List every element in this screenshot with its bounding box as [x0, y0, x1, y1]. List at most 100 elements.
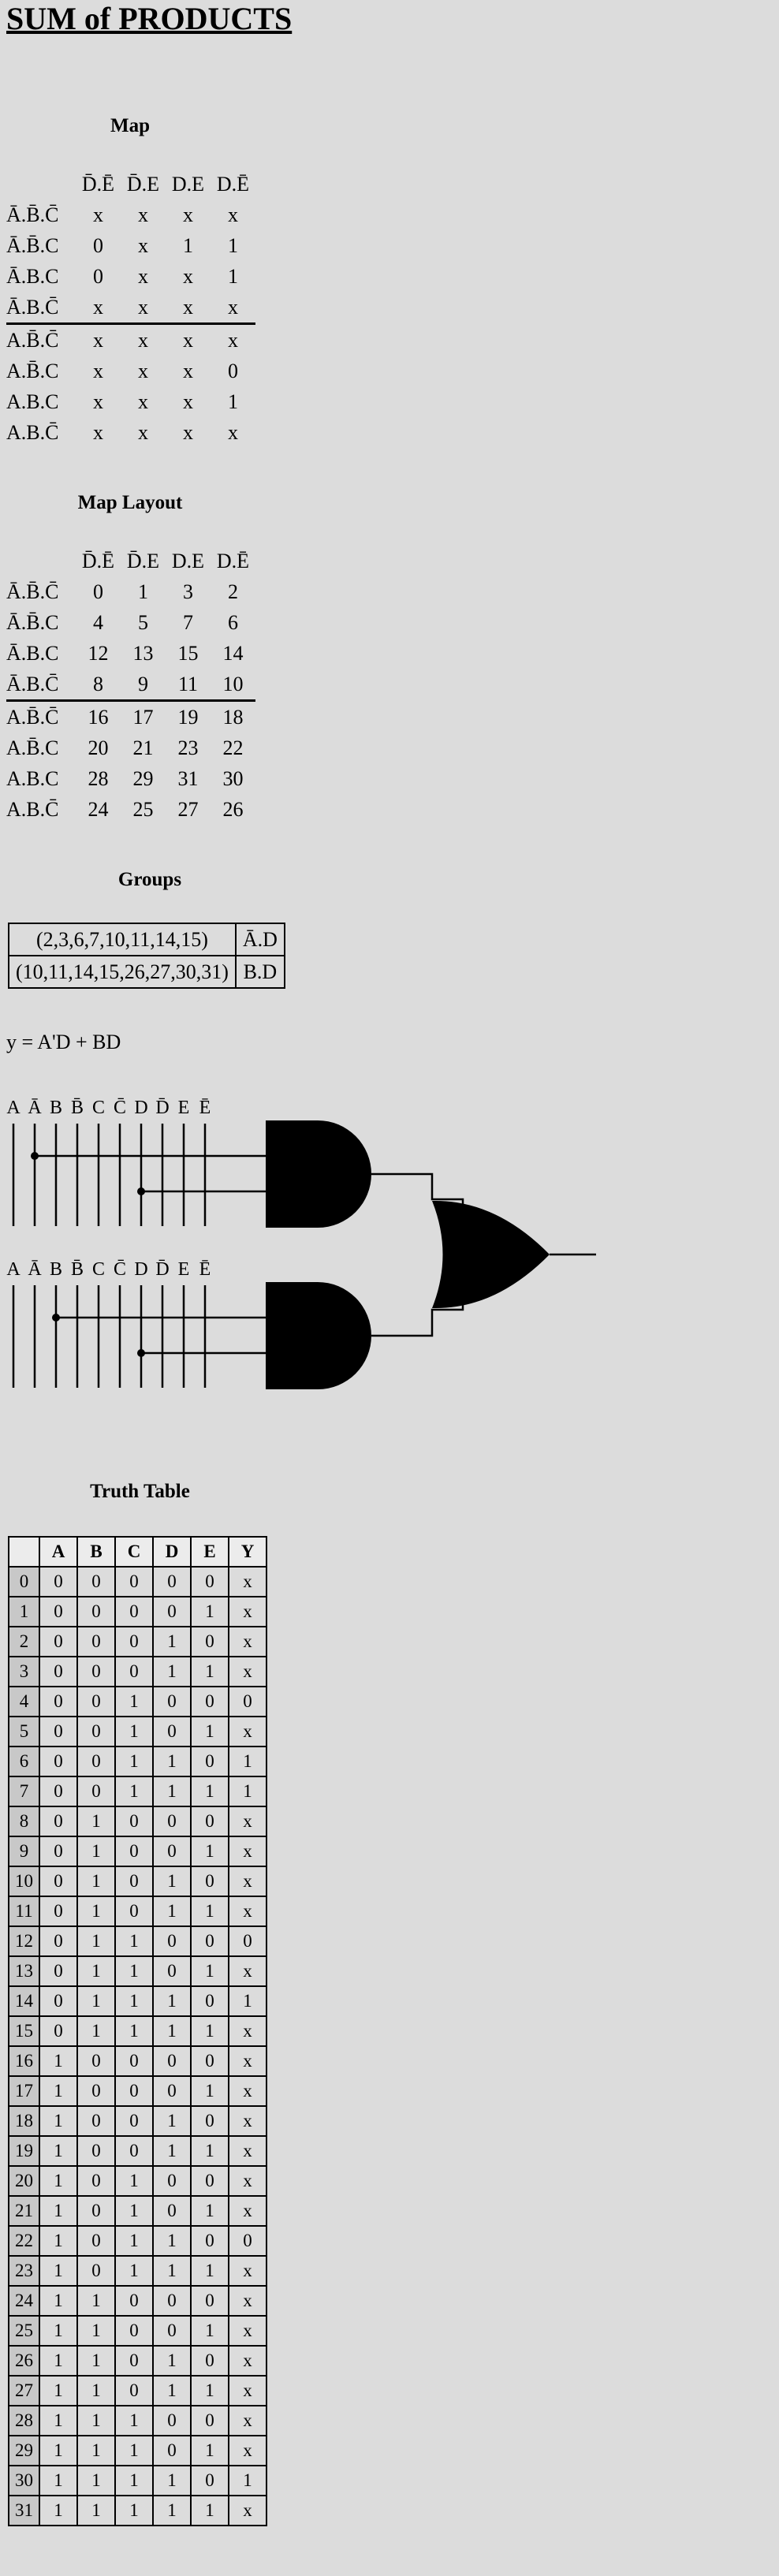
truth-table-cell: 0: [152, 2165, 192, 2197]
truth-table-cell: 1: [190, 2315, 229, 2347]
truth-table-cell: 1: [114, 1716, 154, 1747]
truth-table-cell: 0: [190, 1626, 229, 1657]
truth-table-cell: 0: [152, 2285, 192, 2317]
row-index: 25: [8, 2315, 40, 2347]
kmap-cell: 30: [222, 766, 244, 790]
kmap-cell: x: [183, 295, 193, 319]
truth-table-cell: 0: [152, 2405, 192, 2436]
truth-table-row: 29 1 1 1 0 1 x: [8, 2435, 267, 2466]
truth-table-cell: 0: [152, 1806, 192, 1837]
map-layout-table: D̄.Ē D̄.E D.E D.Ē Ā.B̄.C̄ 0 1 3 2 Ā.B̄.C 4 5 7 6 Ā.B.C…: [6, 546, 255, 825]
kmap-cell: x: [138, 295, 148, 319]
truth-table-cell: 0: [39, 1836, 78, 1867]
kmap-cell: x: [76, 322, 121, 356]
row-index: 5: [8, 1716, 40, 1747]
truth-table-row: 11 0 1 0 1 1 x: [8, 1896, 267, 1927]
truth-table-cell: x: [228, 2255, 267, 2287]
column-header: D.E: [171, 172, 205, 196]
row-header: Ā.B̄.C: [6, 233, 59, 257]
junction-dot: [52, 1314, 60, 1322]
truth-table-cell: 1: [76, 2465, 116, 2496]
input-label: Ā: [28, 1259, 42, 1280]
truth-table-cell: 0: [39, 1985, 78, 2017]
row-index: 12: [8, 1925, 40, 1957]
row-index: 26: [8, 2345, 40, 2377]
truth-table-cell: 0: [39, 1596, 78, 1627]
truth-table-cell: 1: [152, 2225, 192, 2257]
groups-title: Groups: [117, 869, 182, 890]
row-index: 22: [8, 2225, 40, 2257]
input-label: B: [50, 1259, 62, 1280]
row-index: 29: [8, 2435, 40, 2466]
truth-table-header: A: [39, 1536, 78, 1568]
row-header: A.B̄.C: [6, 736, 59, 759]
input-bus-top: A Ā B B̄ C C̄ D D̄ E Ē: [6, 1098, 266, 1226]
kmap-cell: 12: [88, 641, 109, 665]
input-label: B̄: [71, 1259, 84, 1280]
kmap-cell: x: [138, 390, 148, 413]
truth-table-cell: 1: [152, 1626, 192, 1657]
map-title: Map: [110, 115, 150, 136]
map-layout-title: Map Layout: [77, 492, 183, 513]
truth-table-cell: x: [228, 2495, 267, 2526]
kmap-cell: 11: [177, 672, 199, 695]
truth-table-row: 18 1 0 0 1 0 x: [8, 2105, 267, 2137]
truth-table-cell: 0: [114, 1836, 154, 1867]
truth-table-cell: 0: [190, 1866, 229, 1897]
kmap-cell: 1: [228, 390, 238, 413]
truth-table-row: 31 1 1 1 1 1 x: [8, 2495, 267, 2526]
truth-table-cell: 0: [152, 2435, 192, 2466]
truth-table-cell: 0: [76, 2255, 116, 2287]
row-index: 10: [8, 1866, 40, 1897]
map-layout-row: Ā.B.C 12 13 15 14: [6, 638, 255, 669]
row-index: 8: [8, 1806, 40, 1837]
truth-table-cell: 1: [39, 2285, 78, 2317]
kmap-cell: 1: [183, 233, 193, 257]
truth-table-cell: 1: [152, 2465, 192, 2496]
truth-table-row: 14 0 1 1 1 0 1: [8, 1985, 267, 2017]
input-label: B: [50, 1098, 62, 1118]
truth-table-cell: 1: [228, 1985, 267, 2017]
truth-table-cell: 1: [114, 2405, 154, 2436]
truth-table-cell: x: [228, 1866, 267, 1897]
group-minterms: (10,11,14,15,26,27,30,31): [8, 955, 237, 989]
kmap-cell: x: [183, 203, 193, 226]
truth-table-cell: 1: [39, 2435, 78, 2466]
junction-dot: [31, 1152, 39, 1160]
truth-table-header: E: [190, 1536, 229, 1568]
row-index: 0: [8, 1566, 40, 1597]
truth-table-cell: 1: [190, 1896, 229, 1927]
row-index: 28: [8, 2405, 40, 2436]
truth-table-cell: 0: [190, 1566, 229, 1597]
truth-table-cell: 0: [190, 2405, 229, 2436]
row-header: Ā.B.C: [6, 641, 59, 665]
truth-table-row: 19 1 0 0 1 1 x: [8, 2135, 267, 2167]
truth-table-cell: 1: [190, 1776, 229, 1807]
truth-table-cell: 1: [190, 2255, 229, 2287]
kmap-cell: 20: [88, 736, 109, 759]
groups-table: (2,3,6,7,10,11,14,15) Ā.D (10,11,14,15,26,…: [8, 923, 285, 989]
truth-table-cell: 0: [152, 1596, 192, 1627]
kmap-cell: 23: [177, 736, 199, 759]
truth-table-cell: 0: [114, 2135, 154, 2167]
truth-table-cell: 1: [39, 2255, 78, 2287]
kmap-cell: 0: [93, 580, 103, 603]
row-index: 15: [8, 2015, 40, 2047]
truth-table-cell: 0: [76, 2105, 116, 2137]
kmap-cell: 15: [177, 641, 199, 665]
row-index: 2: [8, 1626, 40, 1657]
kmap-cell: 2: [228, 580, 238, 603]
truth-table-cell: 1: [39, 2165, 78, 2197]
kmap-cell: 22: [222, 736, 244, 759]
truth-table-cell: 0: [190, 2225, 229, 2257]
truth-table-cell: 1: [114, 1746, 154, 1777]
truth-table-cell: 1: [152, 2495, 192, 2526]
truth-table-row: 13 0 1 1 0 1 x: [8, 1955, 267, 1987]
kmap-cell: x: [228, 295, 238, 319]
truth-table-cell: 0: [152, 1686, 192, 1717]
row-header: Ā.B̄.C̄: [6, 580, 59, 603]
truth-table-row: 24 1 1 0 0 0 x: [8, 2285, 267, 2317]
